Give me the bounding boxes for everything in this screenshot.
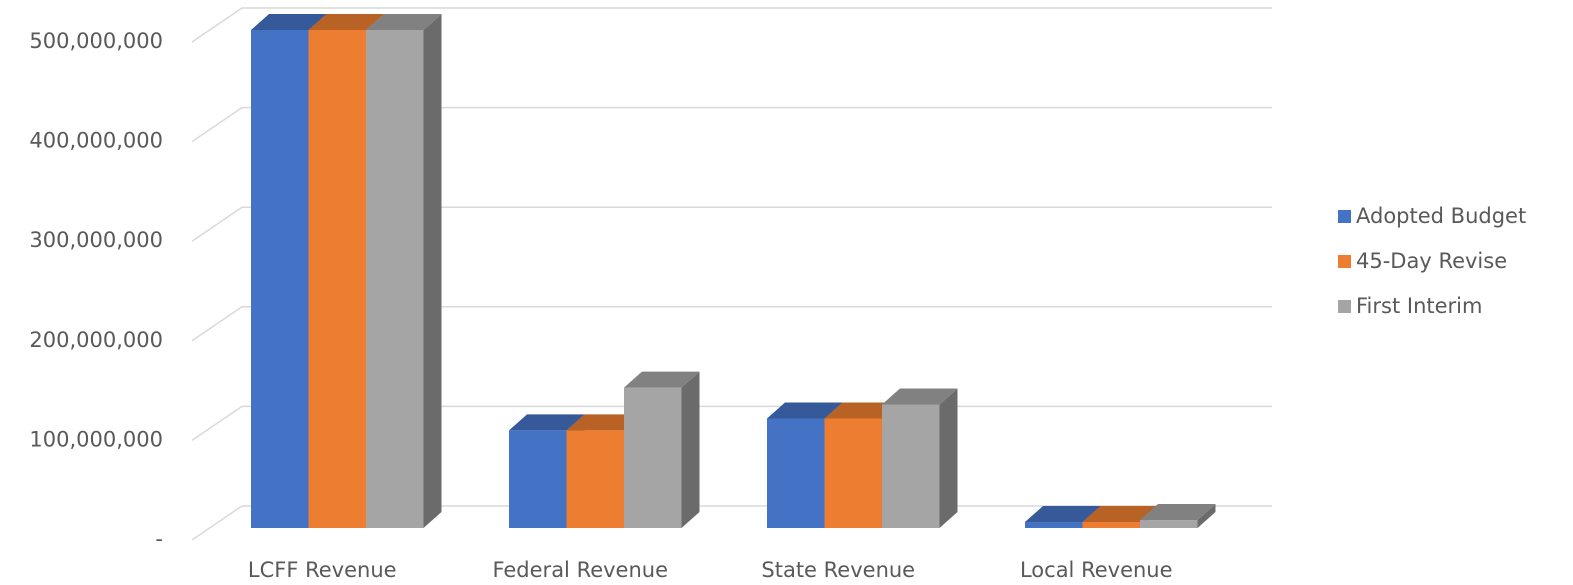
grid-line (191, 7, 1272, 43)
bar (624, 387, 682, 528)
bar (824, 418, 882, 528)
bar-top (1082, 506, 1158, 523)
bar (767, 418, 825, 528)
x-tick-label: State Revenue (761, 558, 915, 582)
bar (566, 430, 624, 528)
bar-top (767, 402, 843, 419)
y-tick-label: - (155, 527, 163, 551)
bar (366, 30, 424, 528)
legend-swatch (1338, 300, 1351, 313)
bar-side (681, 371, 700, 528)
x-tick-label: Federal Revenue (492, 558, 668, 582)
bar (509, 430, 567, 528)
grid-line (191, 306, 1272, 342)
x-tick-label: LCFF Revenue (248, 558, 397, 582)
y-tick-label: 100,000,000 (29, 427, 163, 451)
bar-top (882, 388, 958, 405)
legend-label: Adopted Budget (1356, 204, 1526, 228)
bar-top (824, 402, 900, 419)
legend-swatch (1338, 255, 1351, 268)
legend-label: First Interim (1356, 294, 1482, 318)
bar-side (423, 14, 442, 528)
bar-top (566, 414, 642, 431)
bar (308, 30, 366, 528)
bar (251, 30, 309, 528)
bar-top (366, 14, 442, 30)
bar (1025, 522, 1083, 528)
bar (1082, 522, 1140, 528)
y-tick-label: 500,000,000 (29, 29, 163, 53)
bar-top (251, 14, 327, 30)
y-tick-label: 400,000,000 (29, 129, 163, 153)
grid-line (191, 206, 1272, 242)
bar-side (939, 388, 958, 528)
grid-line (191, 106, 1272, 143)
bar (1140, 520, 1198, 528)
x-tick-label: Local Revenue (1020, 558, 1173, 582)
bar-top (624, 371, 700, 388)
y-tick-label: 300,000,000 (29, 228, 163, 252)
bar-top (1025, 506, 1101, 523)
bar-top (308, 14, 384, 30)
bar-top (509, 414, 585, 431)
legend-label: 45-Day Revise (1356, 249, 1507, 273)
bar (882, 404, 940, 528)
legend-swatch (1338, 210, 1351, 223)
y-tick-label: 200,000,000 (29, 328, 163, 352)
bar-side (1197, 504, 1216, 528)
bar-top (1140, 504, 1216, 521)
